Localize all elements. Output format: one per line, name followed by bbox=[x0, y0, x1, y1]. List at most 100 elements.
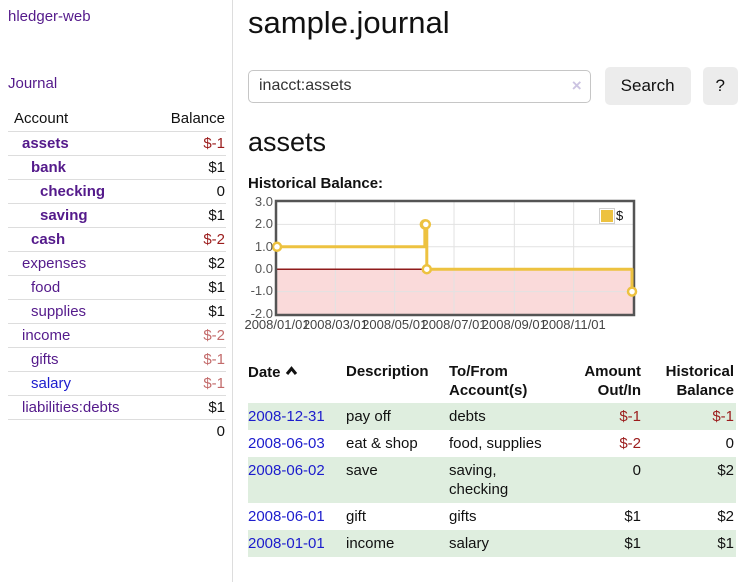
transaction-amount: $1 bbox=[624, 534, 641, 552]
transaction-accounts: saving, checking bbox=[449, 461, 509, 498]
account-balance: $2 bbox=[208, 255, 225, 272]
account-link[interactable]: food bbox=[31, 279, 61, 296]
account-row: gifts $-1 bbox=[8, 348, 226, 372]
register-table: Date Description To/From Account(s) Amou… bbox=[248, 359, 736, 557]
y-axis-label: -2.0 bbox=[250, 305, 273, 321]
transaction-accounts: gifts bbox=[449, 507, 477, 525]
legend-label: $ bbox=[616, 208, 624, 224]
clear-search-icon[interactable]: × bbox=[571, 75, 582, 95]
account-row: food $1 bbox=[8, 276, 226, 300]
account-row: bank $1 bbox=[8, 156, 226, 180]
sidebar: hledger-web Journal Account Balance asse… bbox=[0, 0, 233, 582]
accounts-table: Account Balance assets $-1 bank $1 checking 0… bbox=[8, 107, 226, 443]
account-balance: $-2 bbox=[203, 231, 225, 248]
account-balance: $-2 bbox=[203, 327, 225, 344]
register-col-balance: Historical Balance bbox=[665, 362, 734, 399]
account-link[interactable]: income bbox=[22, 327, 71, 344]
transaction-accounts: debts bbox=[449, 407, 486, 425]
transaction-balance: $2 bbox=[717, 507, 734, 525]
account-row: cash $-2 bbox=[8, 228, 226, 252]
account-balance: $1 bbox=[208, 279, 225, 296]
register-col-description: Description bbox=[346, 362, 429, 380]
account-link[interactable]: gifts bbox=[31, 351, 59, 368]
transaction-date-link[interactable]: 2008-12-31 bbox=[248, 407, 325, 425]
transaction-amount: $-1 bbox=[619, 407, 641, 425]
account-balance: $-1 bbox=[203, 375, 225, 392]
account-link[interactable]: expenses bbox=[22, 255, 87, 272]
register-col-accounts: To/From Account(s) bbox=[449, 362, 528, 399]
x-axis-label: 2008/11/01 bbox=[541, 316, 606, 332]
y-axis-label: 1.0 bbox=[254, 238, 273, 254]
y-axis-label: 2.0 bbox=[254, 216, 273, 232]
register-row: 2008-12-31 pay off debts $-1 $-1 bbox=[248, 402, 736, 430]
transaction-balance: $2 bbox=[717, 461, 734, 479]
register-col-amount: Amount Out/In bbox=[584, 362, 641, 399]
page-title: sample.journal bbox=[248, 5, 450, 40]
y-axis-label: -1.0 bbox=[250, 283, 273, 299]
account-link[interactable]: saving bbox=[40, 207, 88, 224]
accounts-total-row: 0 bbox=[8, 419, 226, 444]
sort-ascending-icon bbox=[285, 362, 298, 381]
legend-swatch-icon bbox=[599, 207, 615, 224]
x-axis-label: 2008/07/01 bbox=[421, 316, 487, 332]
account-link[interactable]: salary bbox=[31, 375, 72, 392]
accounts-body: assets $-1 bank $1 checking 0 saving $1 cash $-2 e… bbox=[8, 132, 226, 420]
transaction-balance: 0 bbox=[725, 434, 734, 452]
search-button[interactable]: Search bbox=[604, 67, 691, 106]
transaction-accounts: salary bbox=[449, 534, 490, 552]
help-button[interactable]: ? bbox=[702, 67, 738, 106]
account-balance: $1 bbox=[208, 399, 225, 416]
transaction-description: save bbox=[346, 461, 378, 479]
account-link[interactable]: cash bbox=[31, 231, 66, 248]
accounts-col-balance: Balance bbox=[170, 110, 225, 127]
transaction-description: eat & shop bbox=[346, 434, 418, 452]
account-balance: $-1 bbox=[203, 351, 225, 368]
account-row: expenses $2 bbox=[8, 252, 226, 276]
transaction-amount: $1 bbox=[624, 507, 641, 525]
transaction-balance: $-1 bbox=[712, 407, 734, 425]
account-link[interactable]: assets bbox=[22, 135, 69, 152]
transaction-date-link[interactable]: 2008-06-03 bbox=[248, 434, 325, 452]
account-link[interactable]: bank bbox=[31, 159, 67, 176]
transaction-balance: $1 bbox=[717, 534, 734, 552]
main-content: sample.journal × Search ? assets Histori… bbox=[244, 0, 738, 557]
balance-chart: 3.0 2.0 1.0 0.0 -1.0 -2.0 2008/01/01 2008/03/01… bbox=[244, 195, 668, 338]
transaction-amount: $-2 bbox=[619, 434, 641, 452]
y-axis-label: 3.0 bbox=[254, 193, 273, 209]
brand-link[interactable]: hledger-web bbox=[8, 8, 91, 25]
account-balance: $1 bbox=[208, 207, 225, 224]
register-col-date[interactable]: Date bbox=[248, 359, 346, 403]
account-row: liabilities:debts $1 bbox=[8, 396, 226, 420]
register-row: 2008-01-01 income salary $1 $1 bbox=[248, 529, 736, 557]
account-row: income $-2 bbox=[8, 324, 226, 348]
account-row: salary $-1 bbox=[8, 372, 226, 396]
account-row: checking 0 bbox=[8, 180, 226, 204]
y-axis-label: 0.0 bbox=[254, 260, 273, 276]
search-input[interactable] bbox=[248, 69, 591, 103]
transaction-date-link[interactable]: 2008-06-02 bbox=[248, 461, 325, 479]
transaction-date-link[interactable]: 2008-01-01 bbox=[248, 534, 325, 552]
x-axis-label: 2008/01/01 bbox=[244, 316, 310, 332]
account-link[interactable]: supplies bbox=[31, 303, 87, 320]
account-row: supplies $1 bbox=[8, 300, 226, 324]
account-balance: 0 bbox=[216, 183, 225, 200]
register-row: 2008-06-01 gift gifts $1 $2 bbox=[248, 503, 736, 530]
x-axis-label: 2008/05/01 bbox=[362, 316, 428, 332]
x-axis-label: 2008/03/01 bbox=[302, 316, 368, 332]
account-row: assets $-1 bbox=[8, 132, 226, 156]
register-row: 2008-06-02 save saving, checking 0 $2 bbox=[248, 456, 736, 503]
search-bar: × Search ? bbox=[248, 67, 738, 106]
account-link[interactable]: checking bbox=[40, 183, 106, 200]
transaction-accounts: food, supplies bbox=[449, 434, 542, 452]
account-balance: $1 bbox=[208, 303, 225, 320]
account-row: saving $1 bbox=[8, 204, 226, 228]
account-heading: assets bbox=[248, 127, 327, 158]
sidebar-item-journal[interactable]: Journal bbox=[8, 75, 58, 92]
transaction-description: income bbox=[346, 534, 395, 552]
account-link[interactable]: liabilities:debts bbox=[22, 399, 120, 416]
transaction-description: pay off bbox=[346, 407, 391, 425]
transaction-description: gift bbox=[346, 507, 367, 525]
x-axis-label: 2008/09/01 bbox=[481, 316, 547, 332]
chart-heading: Historical Balance: bbox=[248, 174, 384, 192]
transaction-date-link[interactable]: 2008-06-01 bbox=[248, 507, 325, 525]
